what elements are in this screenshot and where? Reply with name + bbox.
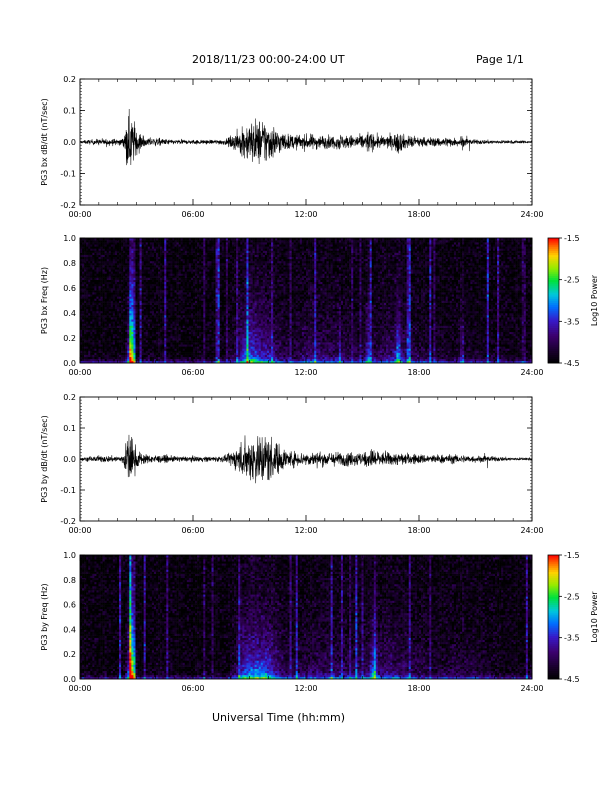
colorbar-label: Log10 Power <box>590 591 599 643</box>
x-tick-label: 12:00 <box>294 684 317 693</box>
colorbar-tick-label: -4.5 <box>564 359 580 368</box>
y-tick-label: 1.0 <box>63 551 76 560</box>
x-tick-label: 06:00 <box>181 526 204 535</box>
x-tick-label: 06:00 <box>181 210 204 219</box>
y-tick-label: -0.1 <box>60 170 76 179</box>
y-tick-label: 0.1 <box>63 107 76 116</box>
y-tick-label: 0.8 <box>63 259 76 268</box>
colorbar-tick-label: -3.5 <box>564 634 580 643</box>
colorbar-label: Log10 Power <box>590 274 599 326</box>
bx-spectrogram-ylabel: PG3 bx Freq (Hz) <box>40 267 49 334</box>
y-tick-label: 0.2 <box>63 650 76 659</box>
x-tick-label: 12:00 <box>294 368 317 377</box>
page-title: 2018/11/23 00:00-24:00 UT <box>192 53 345 66</box>
by-spectrogram-ylabel: PG3 by Freq (Hz) <box>40 583 49 650</box>
y-tick-label: 0.2 <box>63 393 76 402</box>
by-timeseries-trace <box>80 434 532 484</box>
x-tick-label: 18:00 <box>407 684 430 693</box>
by-timeseries-ylabel: PG3 by dB/dt (nT/sec) <box>40 415 49 502</box>
x-tick-label: 00:00 <box>68 526 91 535</box>
y-tick-label: 0.0 <box>63 455 76 464</box>
page-number: Page 1/1 <box>476 53 524 66</box>
colorbar-tick-label: -4.5 <box>564 675 580 684</box>
y-tick-label: 0.8 <box>63 576 76 585</box>
x-tick-label: 24:00 <box>520 210 543 219</box>
bx-spectrogram-colorbar: -1.5 -2.5 -3.5 -4.5 Log10 Power <box>547 234 599 368</box>
x-tick-label: 06:00 <box>181 368 204 377</box>
bx-timeseries-panel: 0.2 0.1 0.0 -0.1 -0.200:00 06:00 12:00 18:00 24:… <box>40 75 544 219</box>
x-tick-label: 00:00 <box>68 684 91 693</box>
x-tick-label: 24:00 <box>520 684 543 693</box>
x-axis-caption: Universal Time (hh:mm) <box>212 711 345 724</box>
colorbar-frame <box>547 554 560 680</box>
by-spectrogram-panel: 1.0 0.8 0.6 0.4 0.2 0.000:00 06:00 12:00 18:00 24… <box>40 551 544 693</box>
colorbar-tick-label: -3.5 <box>564 317 580 326</box>
y-tick-label: 0.4 <box>63 309 76 318</box>
colorbar-tick-label: -2.5 <box>564 592 580 601</box>
x-tick-label: 24:00 <box>520 526 543 535</box>
colorbar-frame <box>547 237 560 364</box>
bx-spectrogram-panel: 1.0 0.8 0.6 0.4 0.2 0.000:00 06:00 12:00 18:00 24… <box>40 234 544 377</box>
by-spectrogram-colorbar: -1.5 -2.5 -3.5 -4.5 Log10 Power <box>547 551 599 684</box>
y-tick-label: 0.0 <box>63 359 76 368</box>
bx-timeseries-ylabel: PG3 bx dB/dt (nT/sec) <box>40 98 49 185</box>
y-tick-label: 0.2 <box>63 75 76 84</box>
x-tick-label: 06:00 <box>181 684 204 693</box>
x-tick-label: 18:00 <box>407 526 430 535</box>
y-tick-label: 0.1 <box>63 424 76 433</box>
y-tick-label: 1.0 <box>63 234 76 243</box>
y-tick-label: -0.2 <box>60 517 76 526</box>
y-tick-label: 0.4 <box>63 625 76 634</box>
x-tick-label: 24:00 <box>520 368 543 377</box>
y-tick-label: -0.2 <box>60 201 76 210</box>
y-tick-label: 0.6 <box>63 601 76 610</box>
y-tick-label: 0.2 <box>63 334 76 343</box>
y-tick-label: -0.1 <box>60 486 76 495</box>
colorbar-tick-label: -1.5 <box>564 551 580 560</box>
bx-timeseries-trace <box>80 108 532 166</box>
x-tick-label: 18:00 <box>407 210 430 219</box>
by-spectrogram-cells <box>80 555 533 680</box>
y-tick-label: 0.0 <box>63 138 76 147</box>
colorbar-tick-label: -2.5 <box>564 276 580 285</box>
colorbar-tick-label: -1.5 <box>564 234 580 243</box>
x-tick-label: 12:00 <box>294 210 317 219</box>
by-timeseries-panel: 0.2 0.1 0.0 -0.1 -0.200:00 06:00 12:00 18:00 24:… <box>40 393 544 535</box>
x-tick-label: 18:00 <box>407 368 430 377</box>
y-tick-label: 0.6 <box>63 284 76 293</box>
x-tick-label: 12:00 <box>294 526 317 535</box>
y-tick-label: 0.0 <box>63 675 76 684</box>
x-tick-label: 00:00 <box>68 210 91 219</box>
x-tick-label: 00:00 <box>68 368 91 377</box>
bx-spectrogram-cells <box>80 238 533 364</box>
